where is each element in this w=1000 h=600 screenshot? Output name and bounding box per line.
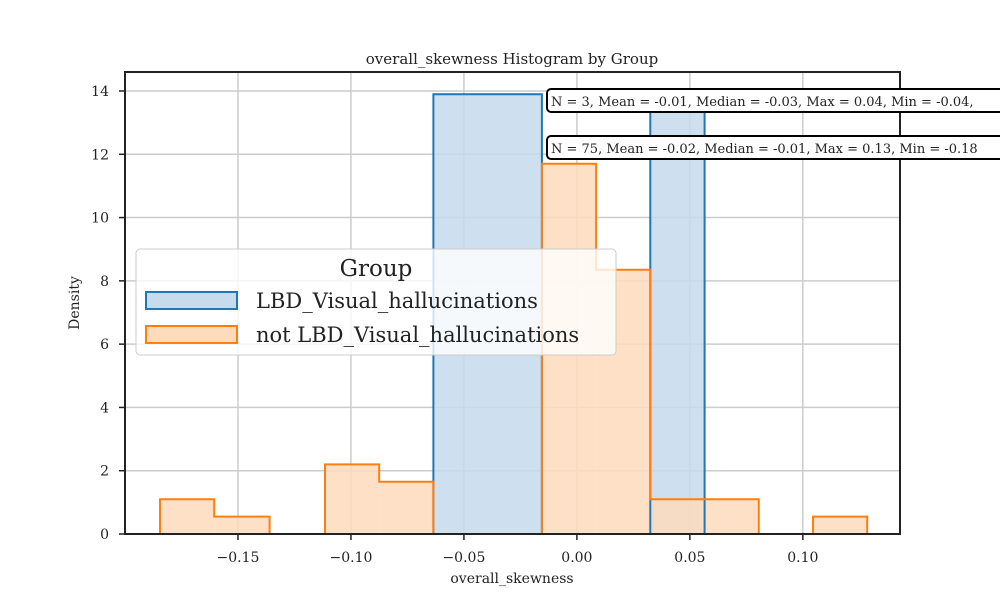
legend-label-lbd: LBD_Visual_hallucinations bbox=[256, 289, 538, 313]
y-tick-label: 2 bbox=[100, 464, 109, 480]
x-axis-label: overall_skewness bbox=[450, 571, 573, 587]
stats-text-lbd: N = 3, Mean = -0.01, Median = -0.03, Max… bbox=[551, 95, 974, 110]
y-tick-label: 8 bbox=[100, 274, 109, 290]
x-tick-label: −0.05 bbox=[442, 550, 485, 566]
legend-box bbox=[135, 248, 617, 356]
stats-box-not-lbd bbox=[546, 135, 1000, 160]
legend: Group LBD_Visual_hallucinations not LBD_… bbox=[135, 248, 617, 356]
legend-swatch-lbd bbox=[145, 291, 238, 310]
legend-title: Group bbox=[340, 256, 413, 282]
y-tick-label: 4 bbox=[100, 400, 109, 416]
y-tick-label: 10 bbox=[91, 211, 109, 227]
histogram-bar-fill-not-lbd bbox=[324, 464, 380, 534]
x-tick-label: 0.05 bbox=[674, 550, 705, 566]
y-axis-label: Density bbox=[67, 276, 83, 330]
x-tick-label: 0.00 bbox=[561, 550, 592, 566]
stats-annotations: N = 3, Mean = -0.01, Median = -0.03, Max… bbox=[546, 88, 1000, 160]
legend-swatch-not-lbd bbox=[145, 325, 238, 344]
y-tick-label: 14 bbox=[91, 84, 109, 100]
y-tick-label: 12 bbox=[91, 147, 109, 163]
histogram-bar-fill-not-lbd bbox=[813, 516, 868, 534]
x-tick-label: −0.10 bbox=[329, 550, 372, 566]
axis-ticks: −0.15 −0.10 −0.05 0.00 0.05 0.10 0 2 4 6 8 10 12 14 bbox=[91, 84, 818, 566]
y-tick-label: 0 bbox=[100, 527, 109, 543]
stats-text-not-lbd: N = 75, Mean = -0.02, Median = -0.01, Ma… bbox=[551, 142, 978, 157]
histogram-bar-fill-not-lbd bbox=[160, 499, 215, 534]
stats-box-lbd bbox=[546, 88, 1000, 113]
histogram-bar-fill-not-lbd bbox=[214, 516, 270, 534]
plot-frame bbox=[124, 71, 901, 535]
x-tick-label: −0.15 bbox=[217, 550, 260, 566]
histogram-bar-fill-lbd bbox=[650, 94, 705, 534]
x-tick-label: 0.10 bbox=[787, 550, 818, 566]
legend-label-not-lbd: not LBD_Visual_hallucinations bbox=[256, 323, 579, 347]
histogram-bar-fill-not-lbd bbox=[379, 481, 434, 534]
y-tick-label: 6 bbox=[100, 337, 109, 353]
chart-title: overall_skewness Histogram by Group bbox=[366, 50, 658, 68]
